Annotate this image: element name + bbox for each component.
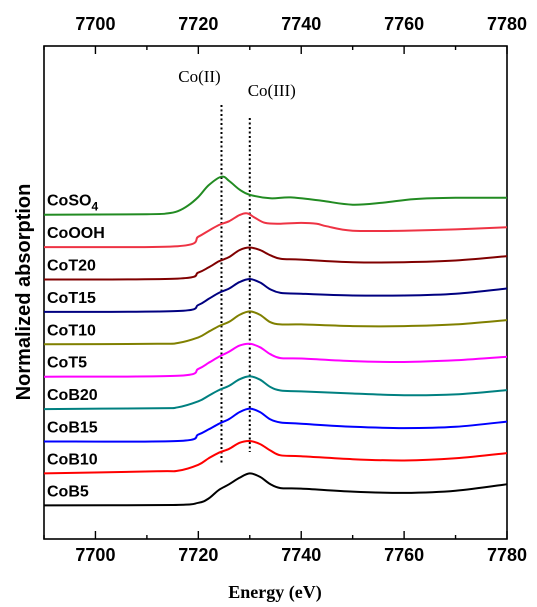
series-curves (43, 175, 508, 507)
edge-annotation: Co(II) (178, 67, 220, 86)
series-line-cob15 (43, 407, 508, 443)
series-line-cot10 (43, 310, 508, 346)
series-label-cot15: CoT15 (47, 290, 96, 307)
series-label-cob5: CoB5 (47, 483, 89, 500)
series-label-cot20: CoT20 (47, 257, 96, 274)
x-tick-label-bottom: 7740 (281, 545, 321, 565)
series-line-cot15 (43, 278, 508, 313)
series-label-cob10: CoB10 (47, 451, 98, 468)
edge-annotation: Co(III) (248, 81, 296, 100)
series-line-cot20 (43, 246, 508, 281)
series-labels: CoB5 CoB10 CoB15 CoB20 CoT5 CoT10 CoT15 CoT20 Co… (47, 193, 105, 501)
x-tick-label-bottom: 7780 (487, 545, 527, 565)
x-tick-label-top: 7760 (384, 14, 424, 34)
series-label-cot5: CoT5 (47, 355, 87, 372)
edge-markers: Co(II) Co(III) (178, 67, 296, 463)
x-axis-title: Energy (eV) (228, 582, 321, 603)
plot-frame (43, 45, 508, 540)
x-tick-label-top: 7720 (178, 14, 218, 34)
x-tick-label-bottom: 7720 (178, 545, 218, 565)
tick-labels: 7700 7700 7720 7720 7740 7740 7760 7760 7780 7780 (75, 14, 527, 565)
x-tick-label-bottom: 7700 (75, 545, 115, 565)
series-line-cot5 (43, 342, 508, 378)
x-tick-label-top: 7780 (487, 14, 527, 34)
y-axis-title: Normalized absorption (13, 184, 35, 401)
x-tick-label-bottom: 7760 (384, 545, 424, 565)
series-line-cob5 (43, 472, 508, 507)
series-label-cot10: CoT10 (47, 322, 96, 339)
series-line-coso4 (43, 175, 508, 216)
x-tick-label-top: 7700 (75, 14, 115, 34)
series-label-coso4: CoSO4 (47, 193, 98, 214)
series-label-cob20: CoB20 (47, 387, 98, 404)
series-line-coooh (43, 212, 508, 249)
series-label-coooh: CoOOH (47, 225, 105, 242)
x-tick-label-top: 7740 (281, 14, 321, 34)
series-line-cob10 (43, 439, 508, 475)
axis-ticks (43, 46, 508, 539)
series-label-cob15: CoB15 (47, 419, 98, 436)
series-line-cob20 (43, 375, 508, 411)
